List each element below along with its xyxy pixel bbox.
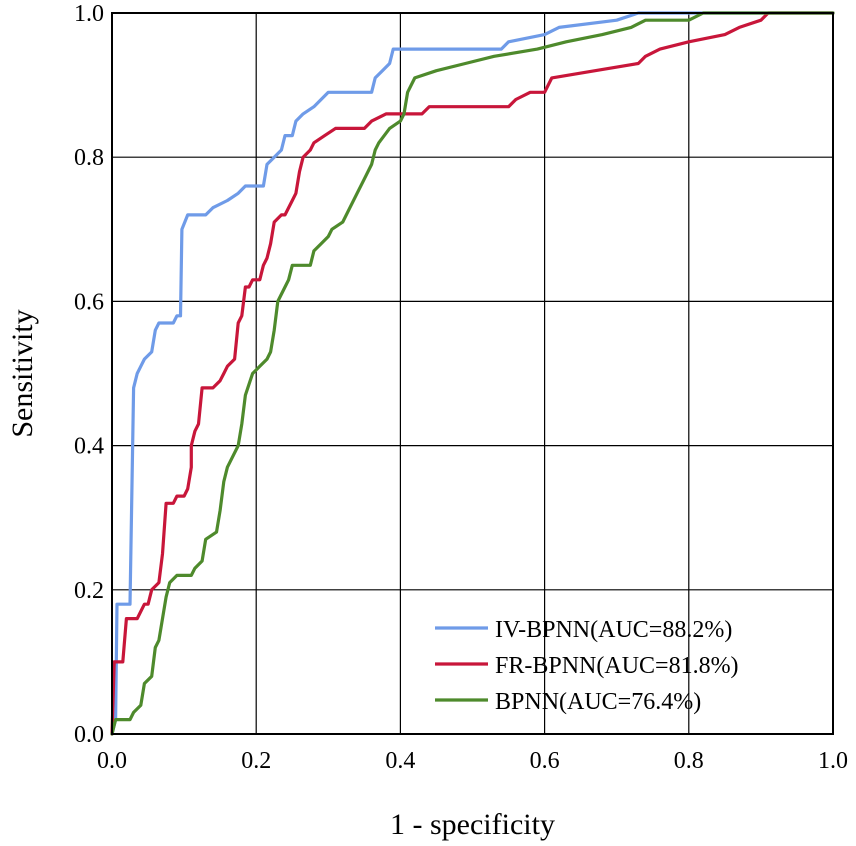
y-tick-label-0: 0.0 [74, 722, 104, 748]
y-axis-title: Sensitivity [6, 309, 39, 437]
y-tick-label-4: 0.8 [74, 145, 104, 171]
x-tick-label-4: 0.8 [674, 748, 704, 774]
series-line-1 [110, 11, 835, 736]
y-tick-label-3: 0.6 [74, 289, 104, 315]
x-tick-label-2: 0.4 [385, 748, 415, 774]
y-tick-label-2: 0.4 [74, 434, 104, 460]
y-tick-label-5: 1.0 [74, 1, 104, 27]
series-layer [110, 11, 835, 736]
legend-label-fr-bpnn: FR-BPNN(AUC=81.8%) [495, 653, 739, 679]
x-tick-labels: 0.0 0.2 0.4 0.6 0.8 1.0 [97, 748, 848, 774]
legend-label-iv-bpnn: IV-BPNN(AUC=88.2%) [495, 617, 732, 643]
x-tick-label-0: 0.0 [97, 748, 127, 774]
legend: IV-BPNN(AUC=88.2%) FR-BPNN(AUC=81.8%) BP… [435, 617, 739, 715]
series-line-2 [110, 11, 835, 736]
plot-frame [111, 12, 834, 735]
x-tick-label-5: 1.0 [818, 748, 848, 774]
x-axis-title: 1 - specificity [390, 808, 555, 841]
x-tick-label-1: 0.2 [241, 748, 271, 774]
legend-label-bpnn: BPNN(AUC=76.4%) [495, 689, 701, 715]
x-tick-label-3: 0.6 [530, 748, 560, 774]
series-line-0 [110, 11, 835, 736]
y-tick-labels: 0.0 0.2 0.4 0.6 0.8 1.0 [74, 1, 104, 748]
y-tick-label-1: 0.2 [74, 578, 104, 604]
